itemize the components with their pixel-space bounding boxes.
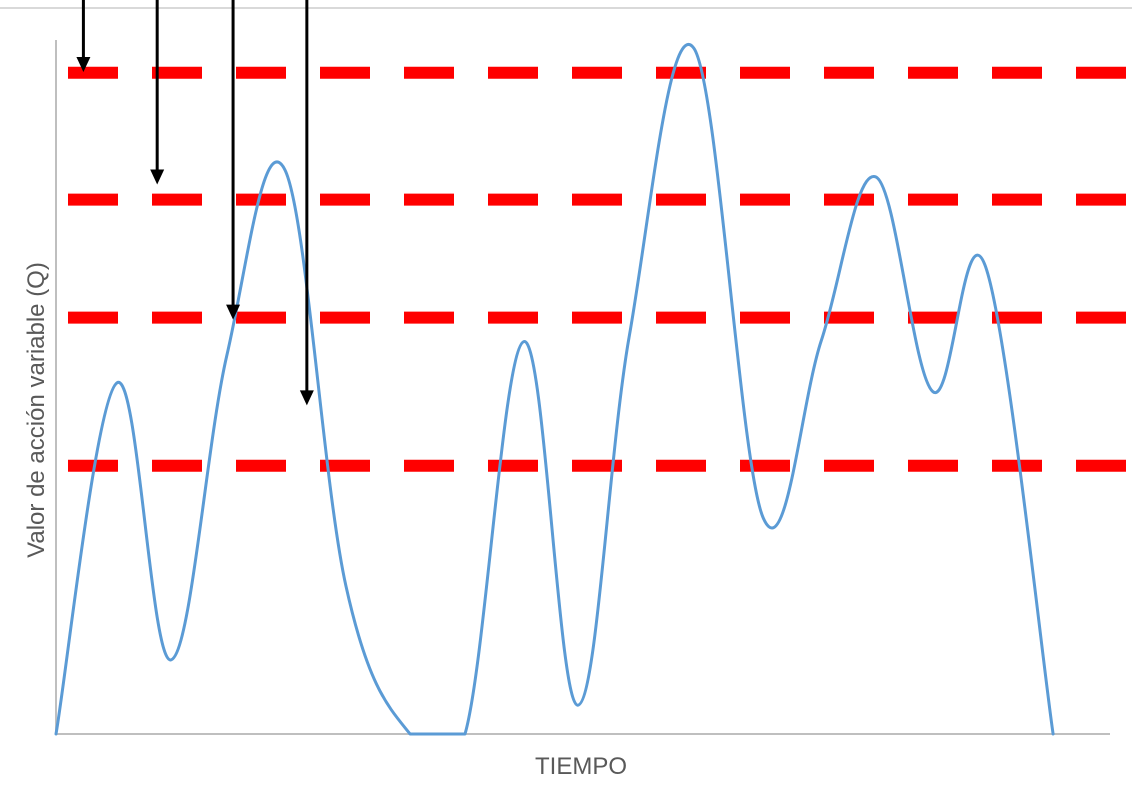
threshold-lines [68,66,1132,472]
arrow-head [150,169,165,185]
arrows [76,0,314,406]
x-axis-title: TIEMPO [535,753,627,780]
y-axis-title: Valor de acción variable (Q) [23,262,50,558]
arrow-head [226,304,241,320]
arrow-head [299,390,314,406]
series-line [54,43,1055,736]
arrow-head [76,57,91,73]
